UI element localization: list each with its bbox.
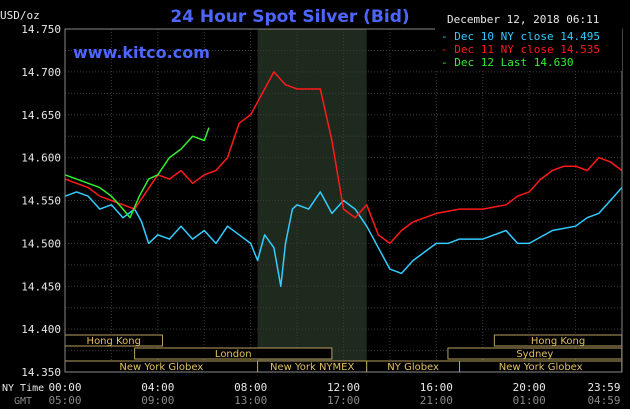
legend: - Dec 10 NY close 14.495- Dec 11 NY clos… xyxy=(435,27,622,71)
session-label: New York Globex xyxy=(119,362,203,373)
x-tick-label-ny: 04:00 xyxy=(141,381,174,394)
session-bar xyxy=(134,347,333,360)
x-tick-label-gmt: 01:00 xyxy=(513,394,546,407)
x-tick-label-ny: 08:00 xyxy=(234,381,267,394)
x-tick-label-ny: 00:00 xyxy=(48,381,81,394)
y-tick-label: 14.500 xyxy=(21,237,61,250)
legend-entry: - Dec 12 Last 14.630 xyxy=(441,56,573,69)
x-tick-label-ny: 23:59 xyxy=(587,381,620,394)
session-label: Hong Kong xyxy=(87,336,141,347)
y-tick-label: 14.600 xyxy=(21,152,61,165)
session-label: NY Globex xyxy=(387,362,439,373)
y-tick-label: 14.650 xyxy=(21,109,61,122)
y-tick-label: 14.450 xyxy=(21,280,61,293)
website-label: www.kitco.com xyxy=(73,43,210,62)
plot-frame xyxy=(64,28,623,373)
session-label: London xyxy=(215,349,252,360)
series-line-dec-11 xyxy=(64,71,623,245)
x-tick-label-gmt: 05:00 xyxy=(48,394,81,407)
date-label: December 12, 2018 06:11 xyxy=(447,13,599,26)
y-tick-label: 14.750 xyxy=(21,23,61,36)
legend-box xyxy=(435,27,622,71)
x-tick-label-ny: 20:00 xyxy=(513,381,546,394)
session-label: New York Globex xyxy=(499,362,583,373)
legend-entry: - Dec 10 NY close 14.495 xyxy=(441,30,600,43)
y-tick-label: 14.350 xyxy=(21,366,61,379)
x-tick-label-gmt: 13:00 xyxy=(234,394,267,407)
series-line-dec-12 xyxy=(64,127,210,219)
y-tick-label: 14.550 xyxy=(21,195,61,208)
x-row1-label: NY Time xyxy=(2,383,44,394)
session-label: Hong Kong xyxy=(531,336,585,347)
chart-title: 24 Hour Spot Silver (Bid) xyxy=(170,7,409,27)
series-line-dec-10 xyxy=(64,187,623,288)
session-label: Sydney xyxy=(516,349,553,360)
x-tick-label-ny: 16:00 xyxy=(420,381,453,394)
y-unit-label: USD/oz xyxy=(0,9,40,22)
x-tick-label-ny: 12:00 xyxy=(327,381,360,394)
x-row2-label: GMT xyxy=(14,396,32,407)
x-tick-label-gmt: 21:00 xyxy=(420,394,453,407)
y-tick-label: 14.700 xyxy=(21,66,61,79)
legend-entry: - Dec 11 NY close 14.535 xyxy=(441,43,600,56)
x-tick-label-gmt: 04:59 xyxy=(587,394,620,407)
x-tick-label-gmt: 09:00 xyxy=(141,394,174,407)
session-label: New York NYMEX xyxy=(270,362,355,373)
y-tick-label: 14.400 xyxy=(21,323,61,336)
x-tick-label-gmt: 17:00 xyxy=(327,394,360,407)
